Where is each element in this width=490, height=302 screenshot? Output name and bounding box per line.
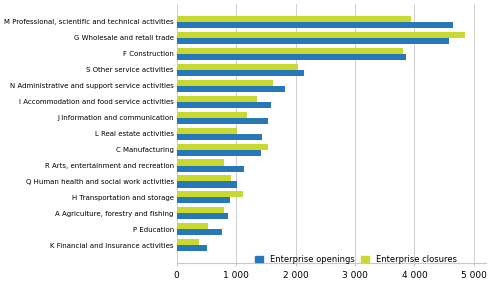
Bar bbox=[176, 48, 403, 54]
Bar bbox=[176, 165, 244, 172]
Bar bbox=[176, 127, 237, 133]
Bar bbox=[176, 245, 207, 251]
Bar bbox=[176, 80, 273, 86]
Bar bbox=[176, 143, 268, 149]
Bar bbox=[176, 118, 268, 124]
Bar bbox=[176, 133, 262, 140]
Bar bbox=[176, 64, 298, 70]
Bar bbox=[176, 96, 257, 102]
Bar bbox=[176, 207, 224, 213]
Bar bbox=[176, 198, 230, 204]
Bar bbox=[176, 16, 412, 22]
Bar bbox=[176, 175, 231, 182]
Bar bbox=[176, 22, 453, 28]
Bar bbox=[176, 191, 243, 198]
Bar bbox=[176, 239, 199, 245]
Bar bbox=[176, 54, 406, 60]
Bar bbox=[176, 213, 228, 220]
Bar bbox=[176, 182, 237, 188]
Bar bbox=[176, 159, 224, 165]
Bar bbox=[176, 70, 304, 76]
Bar bbox=[176, 86, 285, 92]
Bar bbox=[176, 223, 208, 229]
Bar bbox=[176, 38, 449, 44]
Bar bbox=[176, 32, 465, 38]
Bar bbox=[176, 112, 247, 118]
Bar bbox=[176, 149, 261, 156]
Legend: Enterprise openings, Enterprise closures: Enterprise openings, Enterprise closures bbox=[255, 255, 457, 264]
Bar bbox=[176, 229, 222, 235]
Bar bbox=[176, 102, 270, 108]
